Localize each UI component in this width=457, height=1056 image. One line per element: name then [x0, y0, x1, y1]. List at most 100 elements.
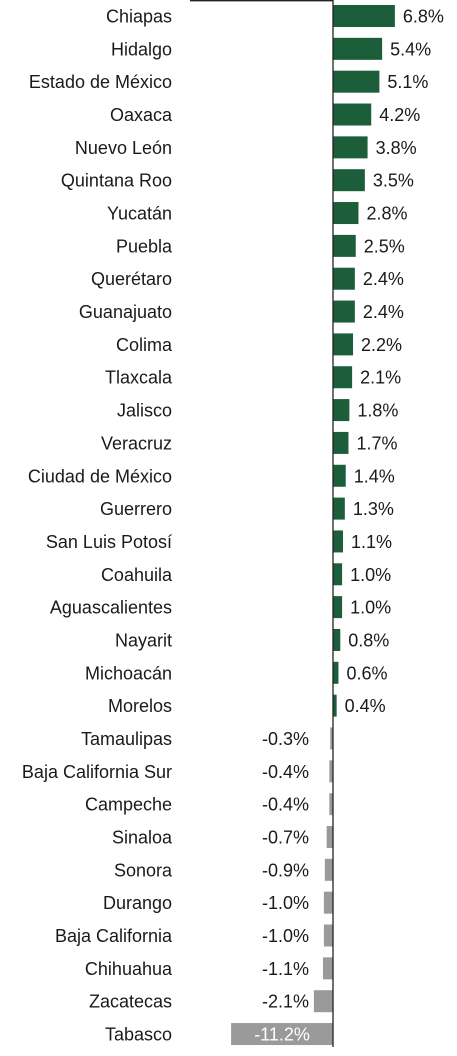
- bar: [333, 431, 349, 454]
- bar: [333, 5, 395, 27]
- data-label: 2.8%: [366, 204, 407, 224]
- category-label: Ciudad de México: [28, 466, 172, 486]
- category-label: Nayarit: [115, 630, 172, 650]
- bars: [231, 5, 395, 1046]
- category-label: San Luis Potosí: [46, 532, 172, 552]
- category-label: Sinaloa: [112, 828, 173, 848]
- data-label: 5.4%: [390, 39, 431, 59]
- axes: [190, 0, 334, 1048]
- data-label: 2.1%: [360, 368, 401, 388]
- bar: [323, 891, 333, 914]
- bar: [329, 760, 333, 783]
- category-label: Coahuila: [101, 565, 173, 585]
- bar: [333, 103, 372, 126]
- category-label: Campeche: [85, 795, 172, 815]
- bar: [333, 169, 365, 192]
- bar: [333, 70, 380, 93]
- category-label: Chihuahua: [85, 959, 173, 979]
- bar: [333, 628, 341, 651]
- category-label: Quintana Roo: [61, 171, 172, 191]
- category-label: Morelos: [108, 696, 172, 716]
- data-label: 1.1%: [351, 532, 392, 552]
- data-label: 1.4%: [354, 466, 395, 486]
- category-label: Querétaro: [91, 269, 172, 289]
- bar: [313, 990, 333, 1013]
- data-label: -0.4%: [262, 795, 309, 815]
- category-label: Michoacán: [85, 663, 172, 683]
- data-label: 0.4%: [345, 696, 386, 716]
- bar: [333, 333, 354, 356]
- category-label: Nuevo León: [75, 138, 172, 158]
- category-label: Veracruz: [101, 433, 172, 453]
- category-label: Estado de México: [29, 72, 172, 92]
- data-label: 3.5%: [373, 171, 414, 191]
- bar: [333, 694, 337, 717]
- data-label: 1.8%: [357, 401, 398, 421]
- category-label: Jalisco: [117, 401, 172, 421]
- data-label: 0.6%: [346, 663, 387, 683]
- category-label: Guerrero: [100, 499, 172, 519]
- data-label: -1.0%: [262, 893, 309, 913]
- category-label: Tlaxcala: [105, 368, 173, 388]
- data-label: -0.4%: [262, 762, 309, 782]
- data-label: -0.9%: [262, 860, 309, 880]
- bar: [333, 530, 344, 553]
- bar: [333, 267, 355, 290]
- data-label: 6.8%: [403, 7, 444, 27]
- bar: [231, 1023, 333, 1046]
- data-labels: 6.8% 5.4% 5.1% 4.2% 3.8% 3.5% 2.8% 2.5% 2.4% 2.4%…: [254, 7, 444, 1045]
- data-label: -1.0%: [262, 926, 309, 946]
- bar: [324, 858, 333, 881]
- bar: [323, 924, 333, 947]
- data-label: 5.1%: [387, 72, 428, 92]
- bar: [333, 300, 355, 323]
- data-label: -1.1%: [262, 959, 309, 979]
- data-label: 2.5%: [364, 236, 405, 256]
- bar: [333, 234, 356, 257]
- data-label: 1.3%: [353, 499, 394, 519]
- category-label: Hidalgo: [111, 39, 172, 59]
- data-label: 1.7%: [356, 433, 397, 453]
- category-label: Baja California: [55, 926, 173, 946]
- data-label: 2.2%: [361, 335, 402, 355]
- data-label: -11.2%: [254, 1025, 310, 1045]
- category-label: Aguascalientes: [50, 598, 172, 618]
- data-label: 1.0%: [350, 598, 391, 618]
- category-label: Yucatán: [107, 204, 172, 224]
- category-label: Tabasco: [105, 1025, 172, 1045]
- data-label: 0.8%: [348, 630, 389, 650]
- data-label: -0.7%: [262, 828, 309, 848]
- category-label: Baja California Sur: [22, 762, 172, 782]
- data-label: 1.0%: [350, 565, 391, 585]
- category-label: Zacatecas: [89, 992, 172, 1012]
- category-label: Colima: [116, 335, 173, 355]
- bar: [333, 202, 359, 225]
- bar: [326, 826, 333, 848]
- bar: [333, 366, 353, 389]
- category-label: Puebla: [116, 236, 173, 256]
- bar: [333, 37, 383, 60]
- bar: [333, 497, 345, 520]
- category-label: Sonora: [114, 860, 173, 880]
- category-labels: Chiapas Hidalgo Estado de México Oaxaca Nuev…: [22, 7, 173, 1045]
- data-label: 2.4%: [363, 269, 404, 289]
- bar: [329, 793, 333, 816]
- category-label: Guanajuato: [79, 302, 172, 322]
- bar: [333, 563, 343, 586]
- category-label: Tamaulipas: [81, 729, 172, 749]
- bar: [333, 661, 339, 684]
- bar: [330, 727, 333, 750]
- category-label: Durango: [103, 893, 172, 913]
- data-label: -0.3%: [262, 729, 309, 749]
- category-label: Chiapas: [106, 7, 172, 27]
- bar: [333, 136, 368, 159]
- data-label: -2.1%: [262, 992, 309, 1012]
- bar: [333, 596, 343, 619]
- data-label: 3.8%: [376, 138, 417, 158]
- bar: [322, 957, 333, 980]
- bar: [333, 464, 346, 487]
- category-label: Oaxaca: [110, 105, 173, 125]
- data-label: 4.2%: [379, 105, 420, 125]
